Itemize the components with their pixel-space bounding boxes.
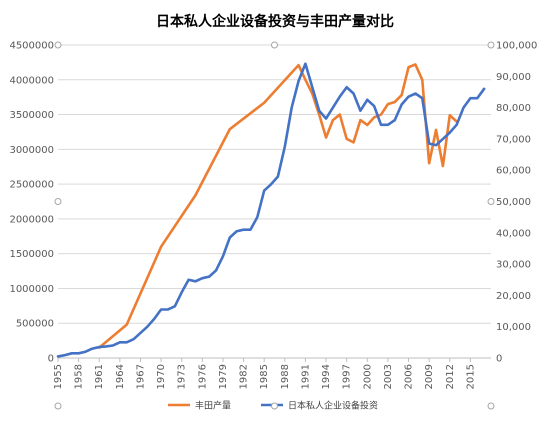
x-tick-label: 2000 xyxy=(362,364,373,389)
resize-handle xyxy=(271,402,278,410)
y-left-tick-label: 1000000 xyxy=(9,284,54,295)
y-right-tick-label: 0 xyxy=(496,354,502,365)
resize-handle xyxy=(54,402,62,410)
x-tick-label: 1985 xyxy=(259,364,270,389)
series-lines xyxy=(56,62,486,358)
x-tick-label: 2003 xyxy=(383,364,394,389)
y-right-tick-label: 90,000 xyxy=(496,72,531,83)
y-left-tick-label: 0 xyxy=(48,354,54,365)
series-line xyxy=(97,63,458,349)
x-tick-label: 1955 xyxy=(53,364,64,389)
resize-handle xyxy=(487,402,495,410)
legend-label: 丰田产量 xyxy=(195,400,231,412)
resize-handle xyxy=(487,198,495,205)
x-tick-label: 1994 xyxy=(321,364,332,389)
resize-handle xyxy=(271,41,278,49)
x-tick-label: 1970 xyxy=(156,364,167,389)
legend: 丰田产量 日本私人企业设备投资 xyxy=(168,400,378,412)
x-tick-label: 1979 xyxy=(218,364,229,389)
x-tick-label: 2006 xyxy=(404,364,415,389)
y-right-tick-label: 30,000 xyxy=(496,260,531,271)
y-right-tick-label: 70,000 xyxy=(496,134,531,145)
y-left-tick-label: 4500000 xyxy=(9,41,54,52)
left-y-axis: 0 500000 1000000 1500000 2000000 2500000 30000… xyxy=(9,41,54,365)
y-right-tick-label: 80,000 xyxy=(496,103,531,114)
x-axis: 1955 1958 1961 1964 1967 1970 1973 1976 1979 1982… xyxy=(53,357,491,389)
chart-title: 日本私人企业设备投资与丰田产量对比 xyxy=(156,13,394,30)
selection-handles xyxy=(54,41,495,410)
resize-handle xyxy=(54,198,62,205)
x-tick-label: 1964 xyxy=(115,364,126,389)
y-left-tick-label: 3500000 xyxy=(9,110,54,121)
x-tick-label: 1991 xyxy=(300,364,311,389)
x-tick-label: 2012 xyxy=(445,364,456,389)
y-left-tick-label: 500000 xyxy=(16,319,54,330)
x-tick-label: 1967 xyxy=(135,364,146,389)
x-tick-label: 1973 xyxy=(177,364,188,389)
x-tick-label: 1988 xyxy=(280,364,291,389)
y-right-tick-label: 10,000 xyxy=(496,322,531,333)
y-left-tick-label: 3000000 xyxy=(9,145,54,156)
x-tick-label: 1982 xyxy=(239,364,250,389)
y-right-tick-label: 50,000 xyxy=(496,197,531,208)
x-tick-label: 1958 xyxy=(74,364,85,389)
right-y-axis: 0 10,000 20,000 30,000 40,000 50,000 60,000 70,… xyxy=(496,41,537,365)
resize-handle xyxy=(487,41,495,49)
x-tick-label: 2015 xyxy=(465,364,476,389)
y-left-tick-label: 4000000 xyxy=(9,75,54,86)
x-tick-label: 1961 xyxy=(94,364,105,389)
x-tick-label: 1976 xyxy=(197,364,208,389)
series-line xyxy=(56,62,486,358)
y-left-tick-label: 1500000 xyxy=(9,249,54,260)
y-left-tick-label: 2000000 xyxy=(9,214,54,225)
y-right-tick-label: 60,000 xyxy=(496,166,531,177)
x-tick-label: 1997 xyxy=(342,364,353,389)
gridlines xyxy=(58,44,491,359)
y-right-tick-label: 100,000 xyxy=(496,41,537,52)
y-right-tick-label: 40,000 xyxy=(496,228,531,239)
y-left-tick-label: 2500000 xyxy=(9,180,54,191)
legend-label: 日本私人企业设备投资 xyxy=(288,400,378,412)
resize-handle xyxy=(54,41,62,49)
y-right-tick-label: 20,000 xyxy=(496,291,531,302)
x-tick-label: 2009 xyxy=(424,364,435,389)
